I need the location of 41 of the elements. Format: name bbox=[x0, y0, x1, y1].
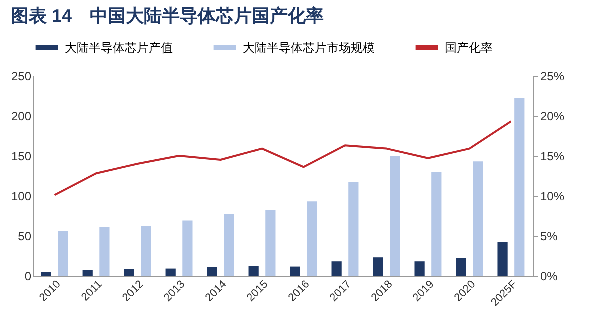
bar bbox=[514, 98, 525, 276]
bar bbox=[182, 220, 193, 276]
bar bbox=[456, 258, 466, 276]
bar bbox=[207, 267, 218, 276]
bar bbox=[58, 231, 68, 276]
bar bbox=[224, 214, 234, 276]
bar bbox=[432, 172, 442, 276]
legend-label: 国产化率 bbox=[445, 41, 493, 55]
bar bbox=[166, 268, 176, 276]
y2-tick-label: 15% bbox=[540, 150, 565, 164]
y2-tick-label: 25% bbox=[540, 70, 565, 84]
bar bbox=[414, 262, 425, 276]
bar bbox=[498, 242, 508, 276]
chart-title: 图表 14 中国大陆半导体芯片国产化率 bbox=[10, 6, 324, 26]
y-tick-label: 0 bbox=[24, 270, 32, 284]
bar bbox=[124, 269, 134, 276]
bar bbox=[82, 270, 93, 276]
bar bbox=[141, 226, 152, 276]
y-tick-label: 200 bbox=[11, 110, 32, 124]
bar bbox=[266, 210, 276, 276]
bar bbox=[248, 266, 259, 276]
line-series bbox=[54, 120, 512, 196]
bar bbox=[290, 266, 300, 276]
y-tick-label: 50 bbox=[18, 230, 32, 244]
bar bbox=[100, 227, 110, 276]
bar bbox=[348, 182, 359, 276]
y-tick-label: 100 bbox=[11, 190, 32, 204]
bar bbox=[390, 156, 400, 276]
bar bbox=[307, 202, 318, 276]
bar bbox=[41, 272, 52, 276]
y-tick-label: 150 bbox=[11, 150, 32, 164]
y2-tick-label: 0% bbox=[540, 270, 558, 284]
bar bbox=[332, 262, 342, 276]
legend-label: 大陆半导体芯片市场规模 bbox=[243, 41, 375, 55]
y2-tick-label: 10% bbox=[540, 190, 565, 204]
y2-tick-label: 20% bbox=[540, 110, 565, 124]
bar bbox=[473, 162, 484, 276]
y-tick-label: 250 bbox=[11, 70, 32, 84]
legend-label: 大陆半导体芯片产值 bbox=[65, 41, 173, 55]
bar bbox=[373, 258, 384, 276]
y2-tick-label: 5% bbox=[540, 230, 558, 244]
